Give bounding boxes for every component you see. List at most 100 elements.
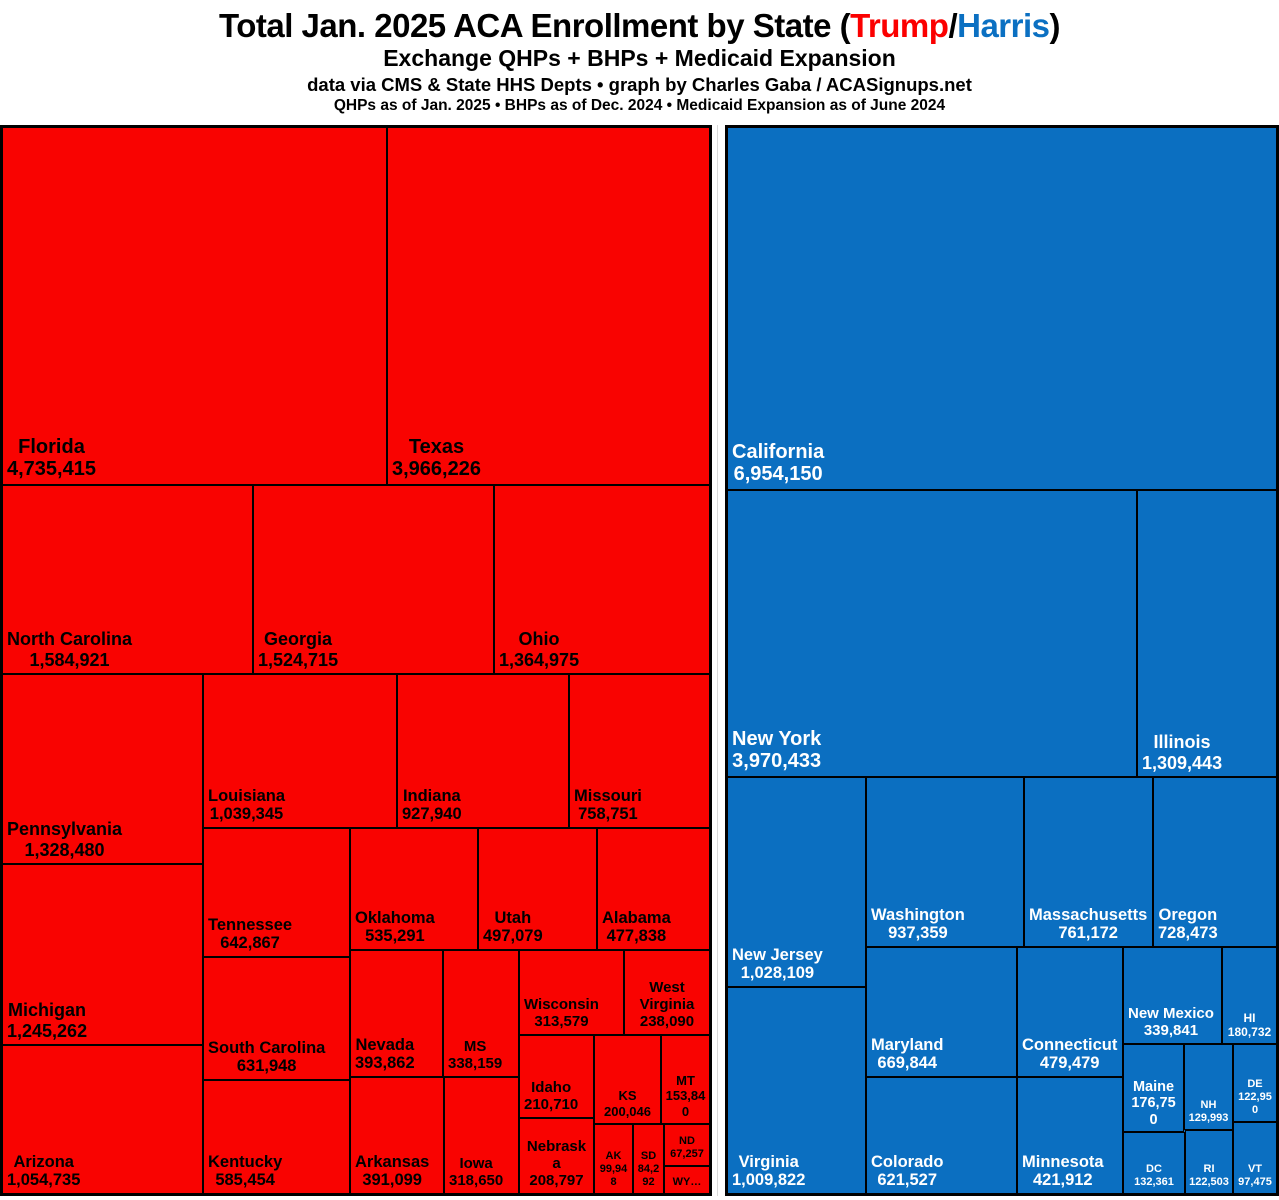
treemap-panel-trump: Florida 4,735,415 Texas 3,966,226 North Caro… xyxy=(0,125,712,1196)
state-name: Tennessee xyxy=(208,915,293,934)
cell-label: DC 132,361 xyxy=(1126,1163,1182,1189)
cell-label: HI 180,732 xyxy=(1225,1011,1274,1039)
cell-label: MS 338,159 xyxy=(448,1038,502,1073)
state-value: 1,009,822 xyxy=(732,1171,806,1190)
state-name: Indiana xyxy=(402,786,461,805)
treemap-cell-virginia: Virginia 1,009,822 xyxy=(727,987,866,1194)
state-name: Connecticut xyxy=(1022,1035,1118,1054)
state-name: New Mexico xyxy=(1128,1005,1214,1023)
state-name: Texas xyxy=(408,435,465,458)
cell-label: Wisconsin 313,579 xyxy=(524,996,599,1031)
treemap-cell-colorado: Colorado 621,527 xyxy=(866,1077,1017,1194)
treemap-cell-iowa: Iowa 318,650 xyxy=(444,1077,519,1194)
treemap-cell-connecticut: Connecticut 479,479 xyxy=(1017,947,1123,1077)
treemap-cell-hi: HI 180,732 xyxy=(1222,947,1277,1044)
treemap-cell-georgia: Georgia 1,524,715 xyxy=(253,485,494,674)
cell-label: Florida 4,735,415 xyxy=(7,436,96,481)
cell-label: KS 200,046 xyxy=(597,1088,658,1119)
cell-label: Michigan 1,245,262 xyxy=(7,1000,87,1041)
cell-label: Maine 176,750 xyxy=(1128,1079,1179,1128)
state-name: HI xyxy=(1243,1010,1256,1025)
treemap-cell-alabama: Alabama 477,838 xyxy=(597,828,710,950)
treemap-cell-mt: MT 153,840 xyxy=(661,1035,710,1124)
treemap-cell-dc: DC 132,361 xyxy=(1123,1132,1185,1194)
treemap-cell-new-jersey: New Jersey 1,028,109 xyxy=(727,777,866,987)
cell-label: Arkansas 391,099 xyxy=(355,1153,429,1190)
treemap-cell-ak: AK 99,948 xyxy=(594,1124,633,1194)
cell-label: Virginia 1,009,822 xyxy=(732,1153,805,1190)
state-value: 339,841 xyxy=(1143,1022,1199,1040)
cell-label: Nevada 393,862 xyxy=(355,1036,415,1073)
state-value: 421,912 xyxy=(1032,1171,1093,1190)
state-name: Idaho xyxy=(531,1079,572,1097)
treemap-cell-utah: Utah 497,079 xyxy=(478,828,597,950)
title-slash: / xyxy=(948,7,958,44)
state-value: 180,732 xyxy=(1227,1024,1272,1039)
treemap-cell-sd: SD 84,292 xyxy=(633,1124,664,1194)
treemap-cell-texas: Texas 3,966,226 xyxy=(387,127,710,485)
cell-label: ND 67,257 xyxy=(667,1135,707,1161)
treemap-cell-nd: ND 67,257 xyxy=(664,1124,710,1166)
state-value: 477,838 xyxy=(606,927,667,946)
cell-label: New York 3,970,433 xyxy=(732,728,821,773)
state-value: 1,028,109 xyxy=(740,964,815,983)
state-value: 200,046 xyxy=(604,1103,651,1119)
treemap-cell-louisiana: Louisiana 1,039,345 xyxy=(203,674,397,828)
state-name: Maine xyxy=(1132,1078,1175,1095)
cell-label: Washington 937,359 xyxy=(871,906,965,943)
cell-label: Nebraska 208,797 xyxy=(524,1138,589,1190)
treemap-cell-arizona: Arizona 1,054,735 xyxy=(2,1045,203,1194)
state-value: 318,650 xyxy=(449,1172,504,1190)
cell-label: Texas 3,966,226 xyxy=(392,436,481,481)
state-value: 238,090 xyxy=(639,1013,695,1031)
state-name: Wisconsin xyxy=(524,996,599,1014)
state-name: SD xyxy=(640,1150,657,1163)
state-name: WY… xyxy=(672,1176,702,1189)
cell-label: Utah 497,079 xyxy=(483,909,543,946)
chart-title: Total Jan. 2025 ACA Enrollment by State … xyxy=(0,7,1279,45)
state-name: West Virginia xyxy=(639,979,695,1014)
state-value: 391,099 xyxy=(362,1171,422,1190)
treemap-cell-minnesota: Minnesota 421,912 xyxy=(1017,1077,1123,1194)
state-name: AK xyxy=(605,1150,622,1163)
state-value: 3,966,226 xyxy=(392,458,481,481)
state-name: Washington xyxy=(871,905,965,924)
state-value: 497,079 xyxy=(483,927,543,946)
cell-label: DE 122,950 xyxy=(1236,1078,1274,1117)
state-value: 1,584,921 xyxy=(29,649,110,670)
state-name: California xyxy=(732,440,825,463)
cell-label: California 6,954,150 xyxy=(732,441,824,486)
chart-credit-line: data via CMS & State HHS Depts • graph b… xyxy=(307,74,972,96)
state-value: 313,579 xyxy=(534,1013,589,1031)
state-value: 927,940 xyxy=(402,805,462,824)
state-value: 97,475 xyxy=(1238,1176,1272,1189)
state-value: 176,750 xyxy=(1131,1095,1176,1128)
state-value: 122,503 xyxy=(1189,1176,1229,1189)
treemap-cell-west-virginia: West Virginia 238,090 xyxy=(624,950,710,1035)
state-name: VT xyxy=(1247,1163,1263,1176)
treemap-cell-kentucky: Kentucky 585,454 xyxy=(203,1080,350,1194)
state-value: 761,172 xyxy=(1058,924,1118,943)
state-value: 99,948 xyxy=(599,1163,628,1189)
cell-label: Ohio 1,364,975 xyxy=(499,629,579,670)
state-name: RI xyxy=(1203,1163,1215,1176)
treemap-cell-tennessee: Tennessee 642,867 xyxy=(203,828,350,957)
state-value: 631,948 xyxy=(236,1057,297,1076)
treemap-cell-vt: VT 97,475 xyxy=(1233,1122,1277,1194)
state-value: 67,257 xyxy=(670,1148,704,1161)
state-value: 585,454 xyxy=(215,1171,275,1190)
state-value: 479,479 xyxy=(1039,1054,1100,1073)
state-value: 535,291 xyxy=(365,927,425,946)
state-name: MS xyxy=(463,1038,487,1056)
treemap-cell-wisconsin: Wisconsin 313,579 xyxy=(519,950,624,1035)
treemap-cell-de: DE 122,950 xyxy=(1233,1044,1277,1122)
cell-label: New Mexico 339,841 xyxy=(1128,1005,1214,1040)
state-name: Ohio xyxy=(518,629,560,650)
state-value: 1,524,715 xyxy=(258,649,339,670)
cell-label: Colorado 621,527 xyxy=(871,1153,943,1190)
treemap-cell-ks: KS 200,046 xyxy=(594,1035,661,1124)
state-name: Arizona xyxy=(13,1152,74,1171)
state-value: 393,862 xyxy=(355,1054,415,1073)
state-name: Nebraska xyxy=(526,1138,587,1173)
state-value: 1,054,735 xyxy=(7,1171,81,1190)
